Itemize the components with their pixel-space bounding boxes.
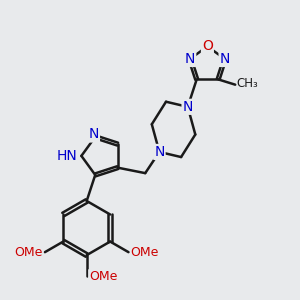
Text: CH₃: CH₃ [237, 77, 258, 90]
Text: N: N [185, 52, 195, 66]
Text: N: N [154, 145, 164, 159]
Text: N: N [220, 52, 230, 66]
Text: HN: HN [57, 149, 78, 163]
Text: OMe: OMe [14, 246, 43, 259]
Text: N: N [88, 128, 99, 142]
Text: OMe: OMe [130, 246, 159, 259]
Text: O: O [202, 39, 213, 53]
Text: OMe: OMe [89, 270, 117, 283]
Text: N: N [183, 100, 193, 114]
